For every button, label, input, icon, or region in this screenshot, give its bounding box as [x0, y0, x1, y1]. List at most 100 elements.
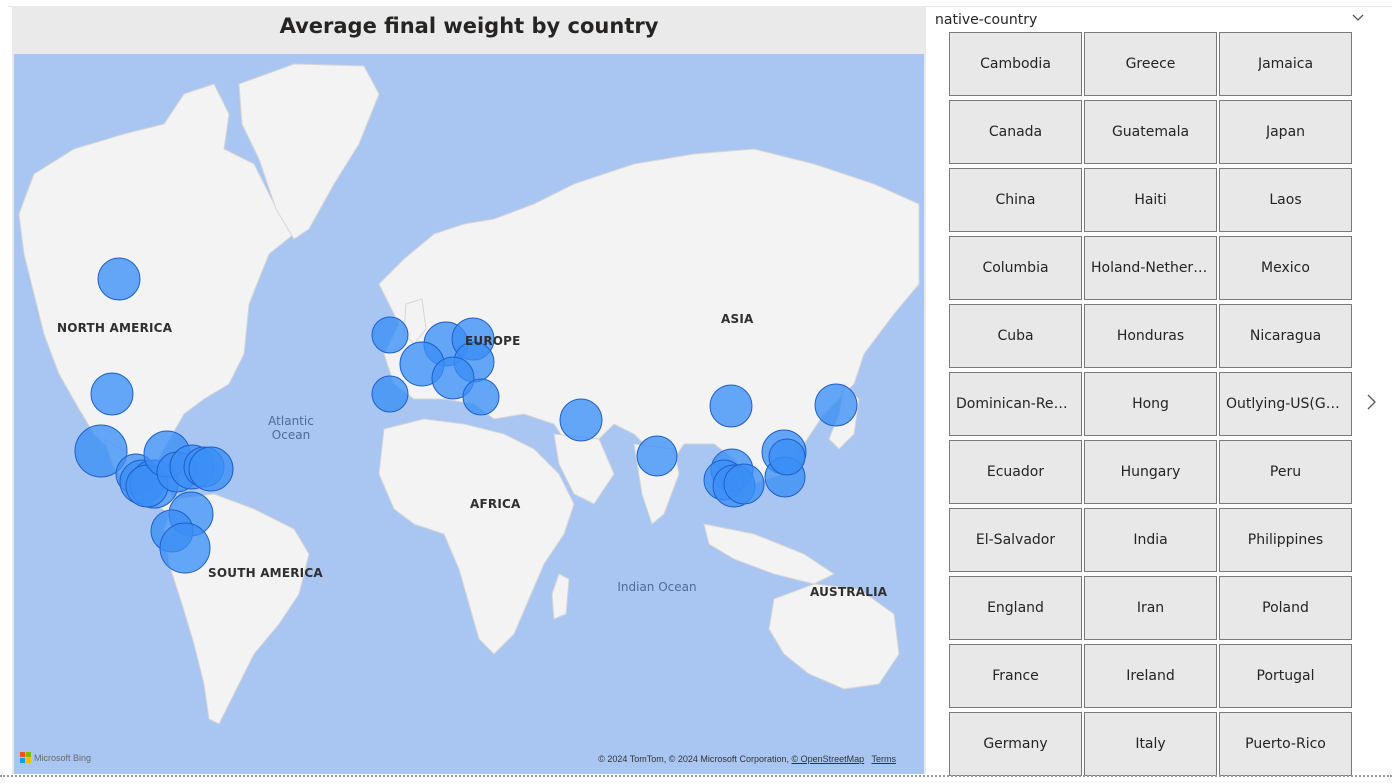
- slicer-tile[interactable]: Ireland: [1084, 644, 1217, 708]
- bubble-outlying: [768, 438, 806, 476]
- slicer-tile-label: El-Salvador: [975, 532, 1056, 548]
- slicer-tile[interactable]: Nicaragua: [1219, 304, 1352, 368]
- slicer-tile-label: India: [1133, 532, 1168, 548]
- bubble-map[interactable]: NORTH AMERICA SOUTH AMERICA EUROPE AFRIC…: [14, 54, 924, 774]
- world-map-svg: [18, 63, 920, 725]
- slicer-tile[interactable]: Laos: [1219, 168, 1352, 232]
- slicer-title: native-country: [935, 12, 1038, 28]
- label-north-america: NORTH AMERICA: [57, 321, 173, 335]
- landmass-north-america: [18, 83, 295, 470]
- slicer-tile[interactable]: Mexico: [1219, 236, 1352, 300]
- slicer-tile-label: Ecuador: [986, 464, 1045, 480]
- slicer-tile[interactable]: Columbia: [949, 236, 1082, 300]
- slicer-tile-label: Italy: [1135, 736, 1166, 752]
- slicer-tile[interactable]: Peru: [1219, 440, 1352, 504]
- slicer-tile[interactable]: El-Salvador: [949, 508, 1082, 572]
- slicer-tile-label: Haiti: [1134, 192, 1167, 208]
- landmass-australia: [768, 583, 900, 690]
- osm-link[interactable]: © OpenStreetMap: [791, 754, 865, 764]
- slicer-tile[interactable]: China: [949, 168, 1082, 232]
- slicer-tile-label: Nicaragua: [1249, 328, 1322, 344]
- slicer-tile[interactable]: France: [949, 644, 1082, 708]
- bubble-thailand: [723, 463, 765, 505]
- landmass-greenland: [238, 63, 380, 240]
- slicer-tile[interactable]: Dominican-Rep...: [949, 372, 1082, 436]
- slicer-tile-label: Columbia: [982, 260, 1049, 276]
- slicer-tile[interactable]: England: [949, 576, 1082, 640]
- map-attribution: © 2024 TomTom, © 2024 Microsoft Corporat…: [598, 754, 896, 764]
- slicer-tile[interactable]: Jamaica: [1219, 32, 1352, 96]
- slicer-tile-label: Portugal: [1256, 668, 1315, 684]
- label-south-america: SOUTH AMERICA: [208, 566, 323, 580]
- bubbles: [74, 257, 858, 574]
- label-europe: EUROPE: [465, 334, 521, 348]
- label-indian-ocean: Indian Ocean: [617, 580, 697, 594]
- microsoft-logo-icon: [20, 752, 31, 763]
- slicer-tile-label: Philippines: [1247, 532, 1324, 548]
- slicer-tile-label: England: [987, 600, 1044, 616]
- slicer-tile[interactable]: Cambodia: [949, 32, 1082, 96]
- slicer-tile[interactable]: Poland: [1219, 576, 1352, 640]
- slicer-tile-label: Honduras: [1116, 328, 1185, 344]
- bubble-india: [636, 435, 678, 477]
- bubble-mexico: [74, 424, 128, 478]
- native-country-slicer[interactable]: native-country Cambodia Greece Jamaica Cana…: [930, 6, 1384, 776]
- slicer-tile-label: Hong: [1132, 396, 1169, 412]
- slicer-tile-label: China: [995, 192, 1036, 208]
- label-atlantic-ocean: Atlantic Ocean: [268, 414, 314, 442]
- bubble-italy: [431, 356, 475, 400]
- slicer-tile-label: Poland: [1262, 600, 1309, 616]
- slicer-tile[interactable]: Philippines: [1219, 508, 1352, 572]
- bubble-us: [90, 372, 134, 416]
- slicer-tile[interactable]: Germany: [949, 712, 1082, 776]
- slicer-tile-label: Hungary: [1120, 464, 1181, 480]
- slicer-tile-grid: Cambodia Greece Jamaica Canada Guatemala Japa…: [949, 32, 1352, 776]
- slicer-tile[interactable]: Outlying-US(Gu...: [1219, 372, 1352, 436]
- slicer-tile[interactable]: India: [1084, 508, 1217, 572]
- landmass-arabia: [553, 433, 615, 505]
- slicer-tile-label: Cuba: [997, 328, 1034, 344]
- bubble-iran: [559, 398, 603, 442]
- bing-logo: Microsoft Bing: [20, 752, 91, 763]
- slicer-tile[interactable]: Italy: [1084, 712, 1217, 776]
- terms-link[interactable]: Terms: [871, 754, 897, 764]
- bubble-china: [709, 384, 753, 428]
- slicer-tile[interactable]: Iran: [1084, 576, 1217, 640]
- slicer-tile[interactable]: Portugal: [1219, 644, 1352, 708]
- chevron-down-icon[interactable]: [1350, 10, 1366, 26]
- label-africa: AFRICA: [470, 497, 521, 511]
- slicer-tile[interactable]: Hong: [1084, 372, 1217, 436]
- bubble-japan: [814, 383, 858, 427]
- bubble-puerto-rico: [188, 446, 234, 492]
- slicer-tile[interactable]: Puerto-Rico: [1219, 712, 1352, 776]
- bubble-portugal: [371, 375, 409, 413]
- slicer-tile-label: Laos: [1269, 192, 1302, 208]
- slicer-tile[interactable]: Holand-Netherl...: [1084, 236, 1217, 300]
- landmass-indonesia: [703, 523, 835, 585]
- slicer-tile[interactable]: Ecuador: [949, 440, 1082, 504]
- bubble-canada: [97, 257, 141, 301]
- slicer-tile-label: Puerto-Rico: [1245, 736, 1326, 752]
- slicer-tile[interactable]: Canada: [949, 100, 1082, 164]
- slicer-tile-label: Greece: [1125, 56, 1176, 72]
- slicer-tile-label: Iran: [1136, 600, 1165, 616]
- slicer-tile-label: Jamaica: [1257, 56, 1314, 72]
- slicer-tile[interactable]: Japan: [1219, 100, 1352, 164]
- bubble-greece: [462, 378, 500, 416]
- bubble-peru: [159, 522, 211, 574]
- landmass-madagascar: [551, 573, 570, 620]
- map-title: Average final weight by country: [279, 14, 659, 38]
- slicer-tile[interactable]: Haiti: [1084, 168, 1217, 232]
- slicer-tile[interactable]: Guatemala: [1084, 100, 1217, 164]
- slicer-tile-label: France: [992, 668, 1039, 684]
- chevron-right-icon[interactable]: [1364, 392, 1378, 412]
- slicer-tile[interactable]: Greece: [1084, 32, 1217, 96]
- slicer-tile[interactable]: Hungary: [1084, 440, 1217, 504]
- map-visual[interactable]: Average final weight by country: [12, 6, 926, 774]
- slicer-tile-label: Germany: [983, 736, 1048, 752]
- bing-logo-text: Microsoft Bing: [34, 752, 92, 763]
- slicer-tile[interactable]: Cuba: [949, 304, 1082, 368]
- slicer-tile[interactable]: Honduras: [1084, 304, 1217, 368]
- slicer-tile-label: Outlying-US(Gu...: [1226, 396, 1345, 412]
- label-asia: ASIA: [721, 312, 754, 326]
